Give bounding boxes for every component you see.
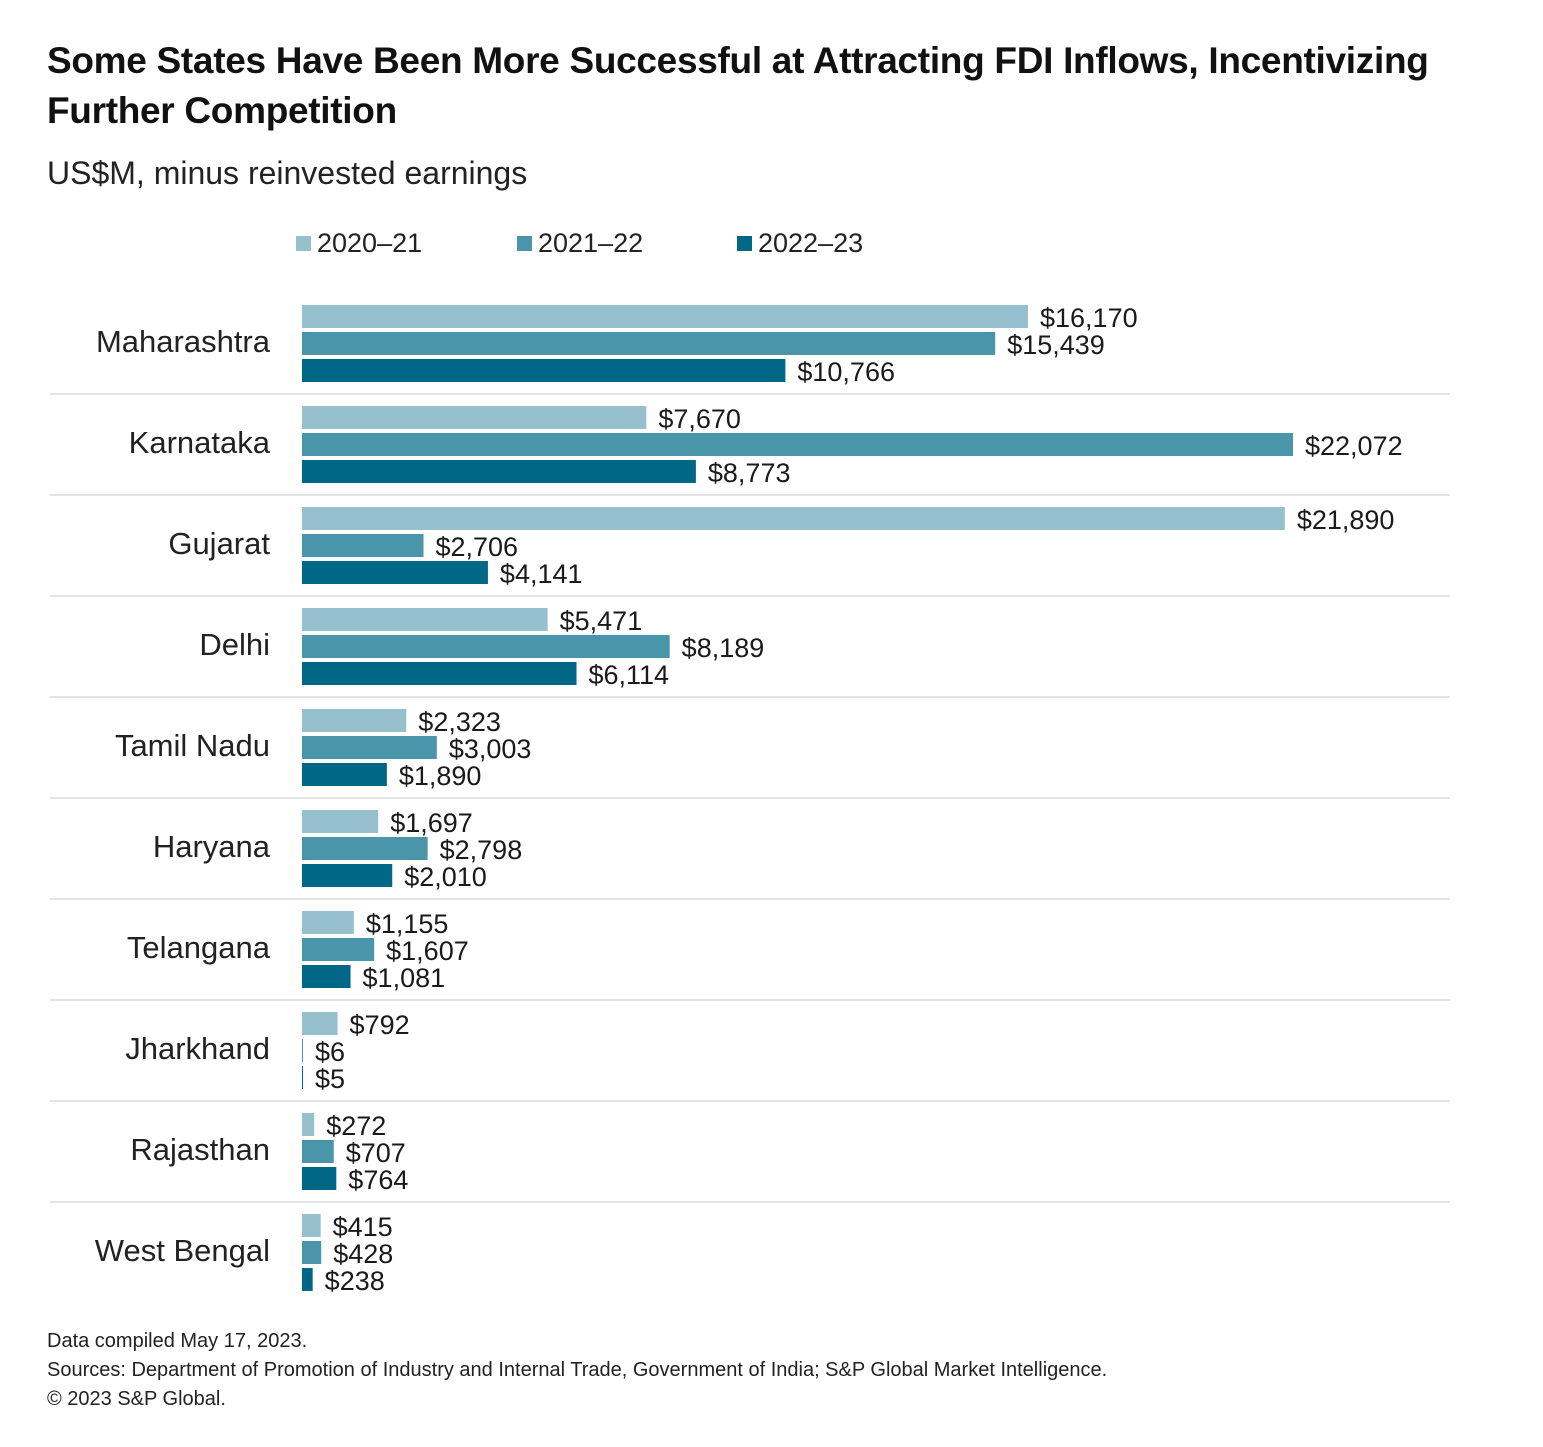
data-label: $2,798	[440, 835, 523, 865]
data-label: $1,607	[386, 936, 469, 966]
bar	[302, 332, 996, 355]
data-label: $22,072	[1305, 431, 1403, 461]
data-label: $2,323	[418, 707, 501, 737]
data-label: $8,773	[708, 458, 791, 488]
legend-swatch-2020-21	[296, 236, 311, 251]
bar	[302, 736, 437, 759]
data-compiled-note: Data compiled May 17, 2023.	[47, 1330, 308, 1352]
category-label: Delhi	[199, 627, 270, 662]
bar	[302, 938, 375, 961]
data-label: $1,155	[366, 909, 449, 939]
bar	[302, 507, 1285, 530]
bar	[302, 406, 647, 429]
data-label: $7,670	[658, 404, 741, 434]
bar	[302, 810, 379, 833]
legend-label-2022-23: 2022–23	[758, 228, 864, 258]
category-label: Rajasthan	[130, 1132, 270, 1167]
bar	[302, 433, 1293, 456]
data-label: $5,471	[560, 606, 643, 636]
bar	[302, 864, 393, 887]
data-label: $707	[346, 1138, 406, 1168]
category-group: Rajasthan $272$707$764	[50, 1111, 1450, 1203]
category-label: Telangana	[127, 930, 271, 965]
category-label: Jharkhand	[125, 1031, 270, 1066]
category-group: Telangana $1,155$1,607$1,081	[50, 909, 1450, 1001]
category-group: Delhi $5,471 $8,189 $6,114	[50, 606, 1450, 698]
data-label: $8,189	[682, 633, 765, 663]
data-label: $10,766	[797, 357, 895, 387]
bar	[302, 1241, 322, 1264]
legend-item-2021-22: 2021–22	[517, 228, 643, 259]
bar	[302, 1140, 334, 1163]
bar	[302, 763, 387, 786]
chart-title: Some States Have Been More Successful at…	[47, 40, 1429, 131]
category-group: Gujarat $21,890 $2,706$4,141	[50, 505, 1450, 597]
bar	[302, 1214, 321, 1237]
category-group: Jharkhand $792$6$5	[50, 1010, 1450, 1102]
data-label: $21,890	[1297, 505, 1395, 535]
bar	[302, 662, 577, 685]
bar	[302, 1268, 313, 1291]
category-label: Maharashtra	[96, 324, 271, 359]
category-group: Maharashtra $16,170$15,439 $10,766	[50, 303, 1450, 395]
data-label: $2,010	[404, 862, 487, 892]
data-label: $272	[326, 1111, 386, 1141]
data-label: $1,697	[390, 808, 473, 838]
bar	[302, 305, 1029, 328]
bar	[302, 911, 354, 934]
data-label: $3,003	[449, 734, 532, 764]
bar	[302, 460, 696, 483]
bar	[302, 1113, 315, 1136]
sources-note: Sources: Department of Promotion of Indu…	[47, 1359, 1108, 1381]
chart-subtitle: US$M, minus reinvested earnings	[47, 155, 528, 191]
copyright-note: © 2023 S&P Global.	[47, 1388, 226, 1410]
bar	[302, 837, 428, 860]
bar	[302, 608, 548, 631]
data-label: $764	[348, 1165, 408, 1195]
bar	[302, 1039, 303, 1062]
data-label: $16,170	[1040, 303, 1138, 333]
bar	[302, 635, 670, 658]
legend-swatch-2021-22	[517, 236, 532, 251]
category-label: Haryana	[153, 829, 271, 864]
data-label: $4,141	[500, 559, 583, 589]
bar	[302, 1012, 338, 1035]
data-label: $6	[315, 1037, 345, 1067]
category-group: West Bengal $415$428$238	[95, 1212, 393, 1296]
bar	[302, 1066, 303, 1089]
chart-footer: Data compiled May 17, 2023. Sources: Dep…	[47, 1327, 1107, 1414]
data-label: $15,439	[1007, 330, 1105, 360]
legend-item-2020-21: 2020–21	[296, 228, 422, 259]
legend-label-2020-21: 2020–21	[317, 228, 423, 258]
category-label: Tamil Nadu	[115, 728, 270, 763]
legend-label-2021-22: 2021–22	[538, 228, 644, 258]
bar-chart: Maharashtra $16,170$15,439 $10,766 Karnatak…	[50, 303, 1450, 1296]
legend-item-2022-23: 2022–23	[737, 228, 863, 259]
data-label: $5	[315, 1064, 345, 1094]
bar	[302, 1167, 337, 1190]
bar	[302, 965, 351, 988]
legend-swatch-2022-23	[737, 236, 752, 251]
category-group: Karnataka $7,670 $22,072 $8,773	[50, 404, 1450, 496]
data-label: $2,706	[435, 532, 518, 562]
bar	[302, 534, 424, 557]
data-label: $1,890	[399, 761, 482, 791]
bar	[302, 709, 407, 732]
category-group: Tamil Nadu $2,323$3,003$1,890	[50, 707, 1450, 799]
category-label: West Bengal	[95, 1233, 270, 1268]
data-label: $428	[333, 1239, 393, 1269]
data-label: $6,114	[589, 660, 670, 690]
bar	[302, 561, 488, 584]
data-label: $1,081	[363, 963, 446, 993]
data-label: $238	[325, 1266, 385, 1296]
category-label: Gujarat	[168, 526, 270, 561]
data-label: $792	[350, 1010, 410, 1040]
category-group: Haryana $1,697$2,798$2,010	[50, 808, 1450, 900]
category-label: Karnataka	[129, 425, 271, 460]
bar	[302, 359, 786, 382]
data-label: $415	[333, 1212, 393, 1242]
